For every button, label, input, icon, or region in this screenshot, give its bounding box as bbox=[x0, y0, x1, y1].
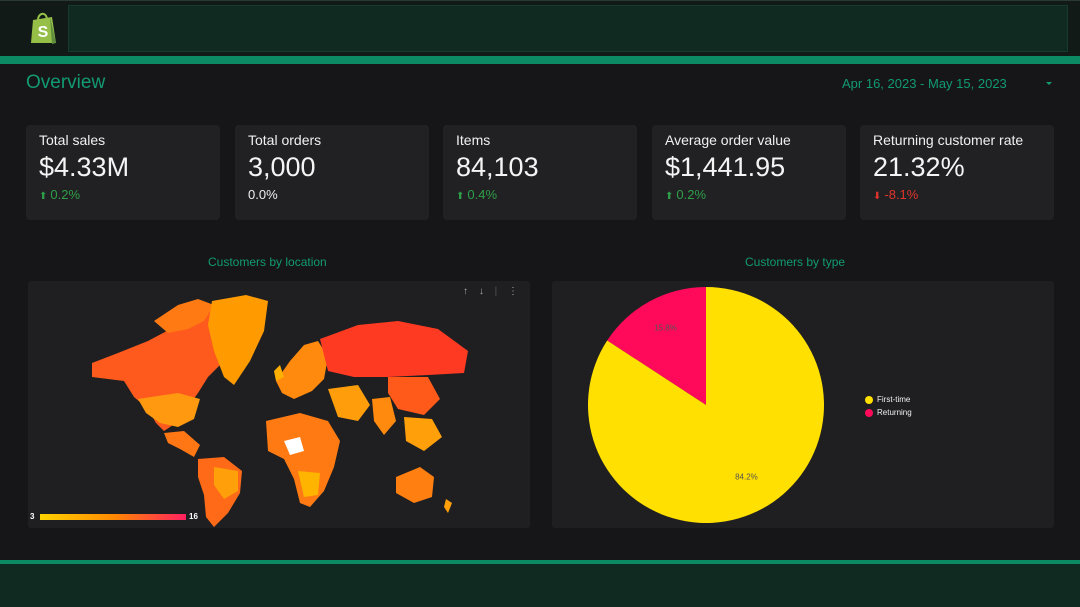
kpi-delta: ⬆ 0.2% bbox=[665, 187, 707, 202]
region-se-asia bbox=[404, 417, 442, 451]
footer-bar bbox=[0, 564, 1080, 607]
kpi-label: Returning customer rate bbox=[873, 132, 1024, 148]
legend-label: First-time bbox=[877, 395, 911, 404]
kpi-value: $4.33M bbox=[39, 152, 130, 182]
arrow-up-icon: ⬆ bbox=[39, 191, 48, 202]
region-brazil bbox=[214, 467, 238, 499]
kpi-card-total-orders: Total orders 3,000 0.0% bbox=[235, 125, 429, 220]
header-accent-bar bbox=[0, 56, 1080, 64]
legend-min-value: 3 bbox=[30, 512, 35, 521]
kpi-delta: ⬆ 0.2% bbox=[39, 187, 81, 202]
kpi-card-total-sales: Total sales $4.33M ⬆ 0.2% bbox=[26, 125, 220, 220]
region-africa bbox=[266, 413, 340, 507]
kpi-label: Total orders bbox=[248, 132, 322, 148]
legend-item-first-time[interactable]: First-time bbox=[865, 393, 912, 406]
region-central-america bbox=[164, 431, 200, 457]
legend-item-returning[interactable]: Returning bbox=[865, 406, 912, 419]
region-australia bbox=[396, 467, 434, 503]
region-india bbox=[372, 397, 396, 435]
top-bar: S bbox=[0, 0, 1080, 57]
region-russia bbox=[320, 321, 468, 377]
region-africa-south bbox=[298, 471, 320, 497]
arrow-up-icon: ⬆ bbox=[456, 191, 465, 202]
arrow-down-icon: ⬇ bbox=[873, 191, 882, 202]
kpi-value: 21.32% bbox=[873, 152, 965, 182]
legend-swatch bbox=[865, 408, 873, 417]
pie-slice-first-time[interactable] bbox=[588, 287, 824, 523]
type-chart-title: Customers by type bbox=[745, 255, 846, 269]
kpi-delta: ⬇ -8.1% bbox=[873, 187, 919, 202]
region-north-america bbox=[92, 307, 233, 431]
kpi-card-returning-customer-rate: Returning customer rate 21.32% ⬇ -8.1% bbox=[860, 125, 1054, 220]
pie-slice-returning[interactable] bbox=[607, 287, 706, 405]
footer-accent-bar bbox=[0, 560, 1080, 564]
map-toolbar: ↑ ↓ | ⋮ bbox=[463, 286, 518, 297]
customers-by-type-pie-chart[interactable]: 15.8% 84.2% First-time Returning bbox=[552, 281, 1054, 528]
kpi-card-average-order-value: Average order value $1,441.95 ⬆ 0.2% bbox=[652, 125, 846, 220]
region-new-zealand bbox=[444, 499, 452, 513]
region-china bbox=[388, 377, 440, 415]
pie-data-label: 15.8% bbox=[654, 323, 677, 332]
region-usa bbox=[138, 393, 200, 427]
region-africa-center bbox=[284, 437, 304, 455]
customers-by-location-map[interactable]: ↑ ↓ | ⋮ 3 16 bbox=[28, 281, 530, 528]
kpi-value: 3,000 bbox=[248, 152, 316, 182]
date-range-picker[interactable]: Apr 16, 2023 - May 15, 2023 bbox=[842, 76, 1007, 91]
location-chart-title: Customers by location bbox=[208, 255, 327, 269]
sort-ascending-icon[interactable]: ↑ bbox=[463, 286, 469, 297]
kpi-label: Total sales bbox=[39, 132, 106, 148]
pie-data-label: 84.2% bbox=[735, 473, 758, 482]
region-uk bbox=[274, 365, 284, 381]
pie-chart[interactable]: 15.8% 84.2% bbox=[552, 281, 1054, 528]
legend-max-value: 16 bbox=[189, 512, 198, 521]
legend-label: Returning bbox=[877, 408, 912, 417]
region-greenland bbox=[208, 295, 268, 385]
kpi-label: Items bbox=[456, 132, 491, 148]
top-bar-panel bbox=[68, 5, 1068, 52]
shopify-bag-icon[interactable]: S bbox=[28, 10, 60, 46]
legend-swatch bbox=[865, 395, 873, 404]
kpi-delta: ⬆ 0.4% bbox=[456, 187, 498, 202]
chevron-down-icon[interactable] bbox=[1046, 82, 1052, 85]
sort-descending-icon[interactable]: ↓ bbox=[478, 286, 484, 297]
more-vert-icon[interactable]: ⋮ bbox=[508, 286, 518, 297]
kpi-delta: 0.0% bbox=[248, 187, 278, 202]
page-title: Overview bbox=[26, 72, 106, 93]
region-europe bbox=[276, 341, 328, 399]
svg-text:S: S bbox=[38, 24, 49, 41]
kpi-card-items: Items 84,103 ⬆ 0.4% bbox=[443, 125, 637, 220]
kpi-label: Average order value bbox=[665, 132, 791, 148]
region-canada-north bbox=[154, 299, 214, 333]
pie-legend: First-time Returning bbox=[865, 393, 912, 419]
world-map[interactable] bbox=[28, 281, 530, 528]
arrow-up-icon: ⬆ bbox=[665, 191, 674, 202]
color-scale-legend bbox=[40, 514, 186, 520]
kpi-value: $1,441.95 bbox=[665, 152, 786, 182]
region-middle-east bbox=[328, 385, 370, 421]
kpi-value: 84,103 bbox=[456, 152, 539, 182]
